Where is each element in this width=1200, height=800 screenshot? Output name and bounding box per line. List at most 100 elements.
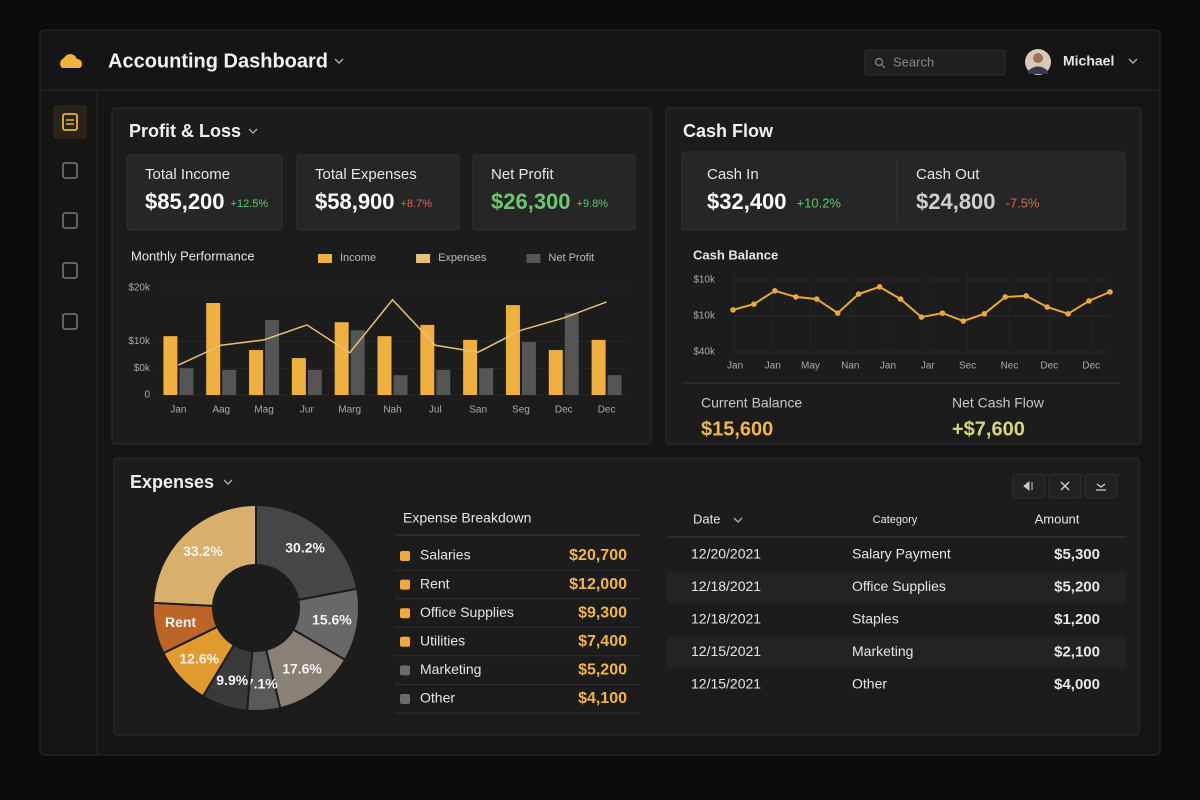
user-name[interactable]: Michael (1063, 53, 1114, 69)
row-band (667, 636, 1126, 669)
item-name: Other (420, 690, 455, 706)
slice-label: 30.2% (285, 539, 325, 555)
kpi-change: +12.5% (231, 198, 269, 210)
point (855, 291, 862, 297)
kpi-label: Total Income (145, 166, 230, 183)
y-tick-label: $10k (693, 275, 716, 286)
table-cell: Staples (852, 611, 899, 627)
kpi-card (296, 154, 460, 231)
x-tick-label: Jan (765, 361, 781, 372)
x-tick-label: Jul (429, 405, 442, 416)
slice-label: 9.9% (216, 672, 248, 688)
nav-active[interactable] (53, 105, 87, 139)
bullet (400, 665, 410, 676)
cash-kpi-card (681, 151, 1126, 231)
x-tick-label: Dec (1082, 361, 1100, 372)
column-header[interactable]: Amount (1035, 511, 1080, 526)
tool-button[interactable] (1084, 473, 1118, 499)
table-cell: 12/15/2021 (691, 676, 761, 692)
item-amount: $9,300 (578, 604, 627, 621)
x-tick-label: Marg (338, 405, 361, 416)
nav-icon[interactable] (62, 313, 78, 330)
x-tick-label: Nec (1001, 361, 1019, 372)
point (772, 288, 778, 294)
bar (607, 375, 622, 395)
x-tick-label: Seg (512, 405, 530, 416)
user-chevron[interactable] (1128, 58, 1138, 64)
panel-chevron[interactable] (248, 128, 258, 134)
bar (436, 369, 451, 395)
line (178, 298, 607, 366)
item-amount: $20,700 (569, 547, 627, 564)
bullet (400, 636, 410, 647)
point (751, 301, 757, 307)
point (918, 314, 925, 320)
y-tick-label: $40k (693, 347, 716, 358)
bar (479, 368, 494, 395)
nav-icon[interactable] (62, 212, 78, 229)
point (960, 318, 967, 324)
x-tick-label: Jar (921, 361, 936, 372)
item-amount: $12,000 (569, 576, 627, 593)
legend-swatch (318, 254, 332, 263)
column-header[interactable]: Category (873, 514, 918, 526)
table-cell: 12/15/2021 (691, 643, 761, 659)
table-cell: Other (852, 676, 887, 692)
x-tick-label: Dec (598, 405, 616, 416)
x-tick-label: May (801, 361, 820, 372)
tool-icon (1023, 480, 1033, 492)
nav-icon[interactable] (62, 162, 78, 179)
table-cell: $1,200 (1054, 611, 1100, 628)
bullet (400, 694, 410, 704)
slice-label: 33.2% (183, 543, 223, 559)
nav-icon[interactable] (62, 262, 78, 279)
kpi-change: +9.8% (577, 198, 609, 210)
summary-label: Current Balance (701, 395, 802, 411)
x-tick-label: Jan (727, 361, 743, 372)
item-name: Salaries (420, 547, 471, 563)
legend-label: Income (340, 252, 376, 264)
x-tick-label: San (469, 405, 487, 416)
panel-chevron[interactable] (223, 479, 233, 485)
x-tick-label: Mag (254, 405, 273, 416)
title-chevron[interactable] (334, 58, 344, 64)
point (1044, 304, 1050, 310)
x-tick-label: Aag (212, 405, 230, 416)
bar (377, 336, 392, 395)
table-cell: Marketing (852, 643, 913, 659)
nav-icon[interactable] (62, 113, 78, 131)
point (1002, 294, 1009, 300)
kpi-label: Cash Out (916, 166, 980, 183)
x-tick-label: Jan (170, 405, 186, 416)
column-header[interactable]: Date (693, 511, 720, 526)
x-tick-label: Jan (880, 361, 896, 372)
x-tick-label: Jur (300, 405, 315, 416)
search-box[interactable] (864, 49, 1006, 76)
item-name: Marketing (420, 661, 481, 677)
point (834, 310, 841, 316)
kpi-label: Cash In (707, 166, 759, 183)
summary-value: +$7,600 (952, 418, 1025, 440)
slice-label: 17.6% (282, 660, 322, 676)
y-tick-label: $20k (128, 283, 151, 294)
bar (307, 369, 322, 395)
y-tick-label: $10k (128, 336, 151, 347)
kpi-label: Net Profit (491, 166, 554, 183)
bar (564, 313, 579, 395)
bar (265, 320, 280, 395)
tool-icon (1096, 483, 1106, 491)
bar (393, 375, 408, 395)
bar (591, 339, 606, 395)
y-tick-label: $0k (134, 363, 151, 374)
kpi-card (126, 154, 283, 231)
item-name: Rent (420, 575, 450, 591)
kpi-card (472, 154, 636, 231)
bar (420, 324, 435, 395)
table-cell: Salary Payment (852, 546, 951, 562)
search-placeholder: Search (893, 54, 934, 69)
y-tick-label: $10k (693, 311, 716, 322)
table-cell: 12/18/2021 (691, 578, 761, 594)
row-band (667, 571, 1126, 604)
panel-title: Cash Flow (683, 121, 774, 141)
